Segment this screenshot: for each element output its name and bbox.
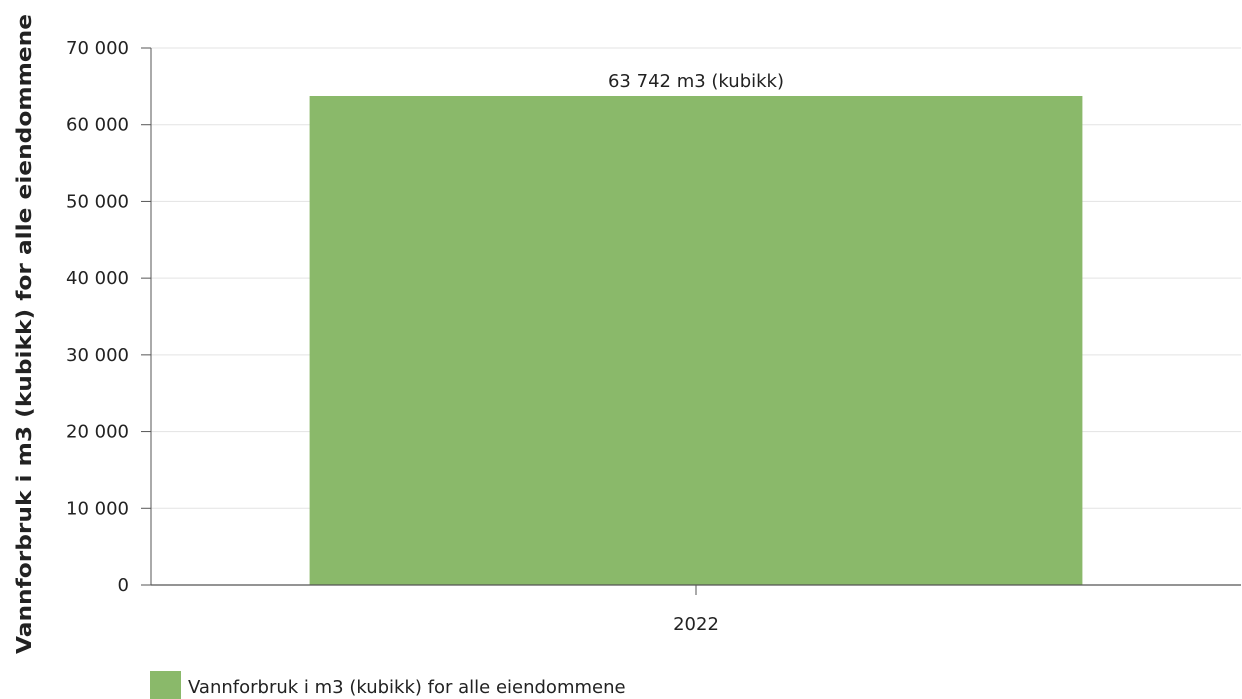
x-tick-label: 2022 (673, 614, 719, 635)
y-tick-label: 0 (118, 575, 129, 596)
bar-data-label: 63 742 m3 (kubikk) (608, 71, 784, 92)
data-labels: 63 742 m3 (kubikk) (608, 71, 784, 92)
bars (309, 96, 1083, 585)
y-tick-label: 30 000 (66, 345, 129, 366)
y-tick-label: 50 000 (66, 191, 129, 212)
axes: 0 10 000 20 000 30 000 40 000 50 000 60 000 70 … (66, 38, 1241, 635)
legend-swatch[interactable] (150, 671, 181, 699)
y-tick-label: 40 000 (66, 268, 129, 289)
legend[interactable]: Vannforbruk i m3 (kubikk) for alle eiend… (150, 671, 626, 699)
y-axis-title: Vannforbruk i m3 (kubikk) for alle eiend… (12, 14, 36, 654)
y-tick-label: 10 000 (66, 498, 129, 519)
y-tick-label: 20 000 (66, 422, 129, 443)
y-tick-label: 70 000 (66, 38, 129, 59)
legend-label[interactable]: Vannforbruk i m3 (kubikk) for alle eiend… (188, 677, 626, 698)
bar[interactable] (309, 96, 1083, 585)
y-tick-label: 60 000 (66, 115, 129, 136)
